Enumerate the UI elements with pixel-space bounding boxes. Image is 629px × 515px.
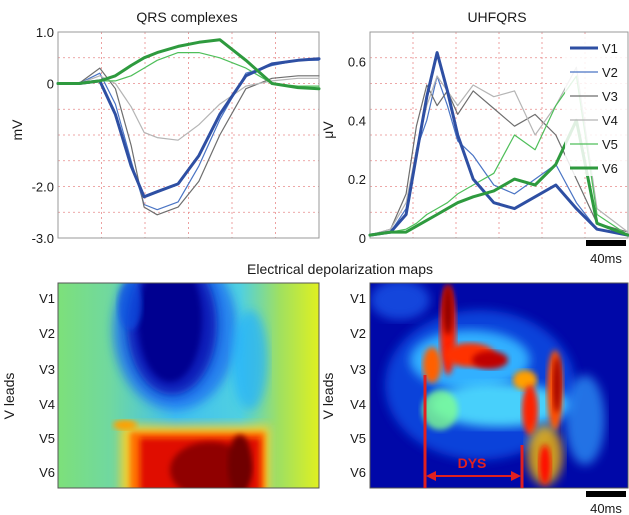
uhf-map-y-label: V leads <box>320 373 336 420</box>
heatmap-row-label-v1: V1 <box>350 291 366 306</box>
uhf-y-ticks: 0.6 0.4 0.2 0 <box>348 54 366 246</box>
uhf-y-label: μV <box>320 121 336 139</box>
uhf-title: UHFQRS <box>467 9 526 25</box>
uhf-legend-label-v4: V4 <box>602 113 618 128</box>
heatmap-row-label-v1: V1 <box>39 291 55 306</box>
qrs-series-v4 <box>57 75 320 141</box>
uhf-y-tick-label: 0.4 <box>348 113 366 128</box>
uhf-series-v1 <box>368 51 629 237</box>
heatmap-row-label-v3: V3 <box>39 362 55 377</box>
uhf-legend-label-v5: V5 <box>602 137 618 152</box>
heatmap-row-label-v5: V5 <box>350 431 366 446</box>
uhf-map-frame <box>369 282 629 489</box>
uhf-legend-label-v1: V1 <box>602 41 618 56</box>
uhf-scale-bar-label: 40ms <box>590 251 622 266</box>
uhf-map-panel: V1 V2 V3 V4 V5 V6 V leads DYS 40ms <box>320 282 629 515</box>
qrs-map-panel: V1 V2 V3 V4 V5 V6 V leads <box>1 282 320 489</box>
heatmap-row-label-v4: V4 <box>350 397 366 412</box>
qrs-y-ticks: 1.0 0 -2.0 -3.0 <box>32 25 54 246</box>
qrs-y-tick-label: -3.0 <box>32 231 54 246</box>
uhf-map-scale-bar-label: 40ms <box>590 501 622 515</box>
heatmap-row-label-v4: V4 <box>39 397 55 412</box>
uhf-legend-box <box>565 36 627 176</box>
qrs-grid <box>58 32 319 238</box>
qrs-series <box>56 38 321 216</box>
uhf-legend-label-v6: V6 <box>602 161 618 176</box>
qrs-series-v6 <box>56 38 321 91</box>
dys-label: DYS <box>458 455 487 471</box>
uhf-map-image <box>370 283 628 488</box>
heatmap-row-label-v3: V3 <box>350 362 366 377</box>
heatmap-row-label-v2: V2 <box>39 326 55 341</box>
uhf-legend-label-v3: V3 <box>602 89 618 104</box>
qrs-y-tick-label: 1.0 <box>36 25 54 40</box>
dys-arrow-left <box>426 471 436 481</box>
qrs-map-row-labels: V1 V2 V3 V4 V5 V6 <box>39 291 55 480</box>
qrs-y-tick-label: 0 <box>47 77 54 92</box>
qrs-map-y-label: V leads <box>1 373 17 420</box>
dys-marker: DYS <box>423 375 524 488</box>
qrs-y-label: mV <box>9 119 25 141</box>
qrs-title: QRS complexes <box>136 9 237 25</box>
uhf-y-tick-label: 0.2 <box>348 172 366 187</box>
uhf-y-tick-label: 0.6 <box>348 54 366 69</box>
uhf-legend-label-v2: V2 <box>602 65 618 80</box>
heatmap-row-label-v6: V6 <box>39 465 55 480</box>
qrs-frame <box>57 31 320 239</box>
qrs-panel: QRS complexes 1.0 0 -2.0 -3.0 mV <box>9 9 321 246</box>
qrs-map-frame <box>57 282 320 489</box>
maps-section-title: Electrical depolarization maps <box>247 261 433 277</box>
heatmap-row-label-v6: V6 <box>350 465 366 480</box>
qrs-y-tick-label: -2.0 <box>32 180 54 195</box>
heatmap-row-label-v2: V2 <box>350 326 366 341</box>
heatmap-row-label-v5: V5 <box>39 431 55 446</box>
uhf-map-scale-bar <box>586 491 626 497</box>
uhf-map-row-labels: V1 V2 V3 V4 V5 V6 <box>350 291 366 480</box>
qrs-map-image <box>58 283 319 488</box>
qrs-series-v1 <box>56 57 321 199</box>
uhf-scale-bar <box>586 240 626 246</box>
uhf-panel: UHFQRS 0.6 0.4 0.2 0 μV V1 V2 V3 V4 V5 V6 40ms <box>320 9 629 266</box>
dys-arrow-right <box>511 471 521 481</box>
uhf-y-tick-label: 0 <box>359 231 366 246</box>
uhf-legend: V1 V2 V3 V4 V5 V6 <box>565 36 627 176</box>
uhf-frame <box>369 31 629 239</box>
